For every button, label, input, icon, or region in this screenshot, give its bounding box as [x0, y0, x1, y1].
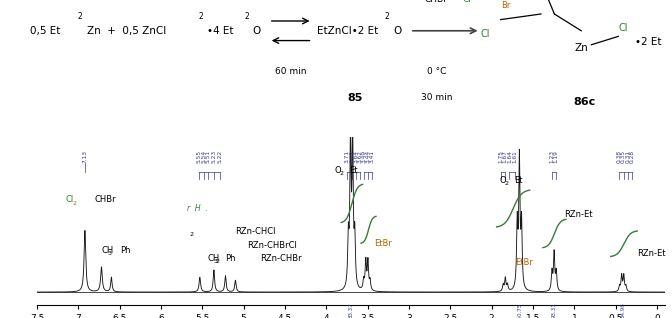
- Text: 3.69: 3.69: [349, 150, 354, 163]
- Text: 2: 2: [198, 12, 203, 21]
- Text: r  H  .: r H .: [187, 204, 208, 213]
- Text: 1.23: 1.23: [550, 150, 554, 163]
- Text: 0.35: 0.35: [621, 150, 626, 163]
- Text: 2: 2: [73, 201, 77, 206]
- Text: Cl: Cl: [462, 0, 471, 4]
- Text: 7.13: 7.13: [83, 150, 87, 163]
- Text: 5.23: 5.23: [212, 150, 216, 163]
- Text: CH: CH: [207, 254, 220, 263]
- Text: 2: 2: [77, 12, 82, 21]
- Text: 2: 2: [189, 232, 193, 237]
- Text: Br: Br: [501, 1, 510, 10]
- Text: O: O: [335, 166, 341, 175]
- Text: O: O: [393, 26, 401, 36]
- Text: O: O: [253, 26, 261, 36]
- Text: RZn-CHCl: RZn-CHCl: [235, 227, 276, 236]
- Text: RZn-CHBr: RZn-CHBr: [260, 254, 302, 263]
- Text: 0,5 Et: 0,5 Et: [30, 26, 60, 36]
- Text: RZn-Et: RZn-Et: [637, 249, 666, 259]
- Text: 5.22: 5.22: [217, 150, 222, 163]
- Text: 5.55: 5.55: [197, 150, 202, 163]
- Text: 93.31: 93.31: [552, 303, 556, 318]
- Text: Zn: Zn: [575, 43, 588, 52]
- Text: 160.75: 160.75: [517, 303, 522, 318]
- Text: 85: 85: [347, 93, 362, 103]
- Text: 2: 2: [245, 12, 249, 21]
- Text: 2: 2: [505, 181, 509, 186]
- Text: 0.31: 0.31: [625, 150, 630, 163]
- Text: EtZnCl•2 Et: EtZnCl•2 Et: [317, 26, 378, 36]
- Text: 1.61: 1.61: [513, 150, 517, 163]
- Text: 83.37: 83.37: [349, 303, 354, 318]
- Text: 60 min: 60 min: [275, 67, 306, 76]
- Text: 0.28: 0.28: [629, 150, 634, 163]
- Text: Et: Et: [349, 166, 357, 175]
- Text: 3.44: 3.44: [366, 150, 370, 163]
- Text: 2: 2: [339, 170, 343, 176]
- Text: 3.41: 3.41: [370, 150, 375, 163]
- Text: CHBr: CHBr: [95, 195, 116, 204]
- Text: 3.64: 3.64: [353, 150, 358, 163]
- Text: 3.71: 3.71: [345, 150, 350, 163]
- Text: Zn  +  0,5 ZnCl: Zn + 0,5 ZnCl: [87, 26, 167, 36]
- Text: 0.38: 0.38: [617, 150, 622, 163]
- Text: 30 min: 30 min: [421, 93, 452, 102]
- Text: 1.75: 1.75: [499, 150, 504, 163]
- Text: 86c: 86c: [573, 97, 596, 107]
- Text: 3: 3: [213, 259, 217, 264]
- Text: CH: CH: [101, 246, 114, 255]
- Text: •2 Et: •2 Et: [635, 37, 661, 47]
- Text: RZn-Et: RZn-Et: [564, 210, 593, 219]
- Text: Cl: Cl: [618, 23, 628, 33]
- Text: Cl: Cl: [65, 195, 73, 204]
- Text: Ph: Ph: [226, 254, 236, 263]
- Text: RZn-CHBrCl: RZn-CHBrCl: [247, 241, 297, 250]
- Text: EtBr: EtBr: [515, 258, 533, 267]
- Text: 3.49: 3.49: [362, 150, 366, 163]
- Text: •4 Et: •4 Et: [207, 26, 233, 36]
- Text: 5.54: 5.54: [202, 150, 206, 163]
- Text: 3.62: 3.62: [358, 150, 362, 163]
- Text: Ph: Ph: [120, 246, 130, 255]
- Text: 2: 2: [384, 12, 389, 21]
- Text: Et: Et: [514, 176, 523, 185]
- Text: 2: 2: [216, 259, 220, 264]
- Text: 54.98: 54.98: [620, 303, 625, 318]
- Text: 1.67: 1.67: [503, 150, 508, 163]
- Text: Cl: Cl: [480, 29, 490, 38]
- Text: EtBr: EtBr: [374, 239, 392, 248]
- Text: 5.51: 5.51: [206, 150, 210, 163]
- Text: O: O: [500, 176, 507, 185]
- Text: 1.19: 1.19: [554, 150, 558, 163]
- Text: 1.64: 1.64: [507, 150, 512, 163]
- Text: 3: 3: [108, 251, 112, 256]
- Text: 0 °C: 0 °C: [427, 67, 446, 76]
- Text: CHBr: CHBr: [425, 0, 448, 4]
